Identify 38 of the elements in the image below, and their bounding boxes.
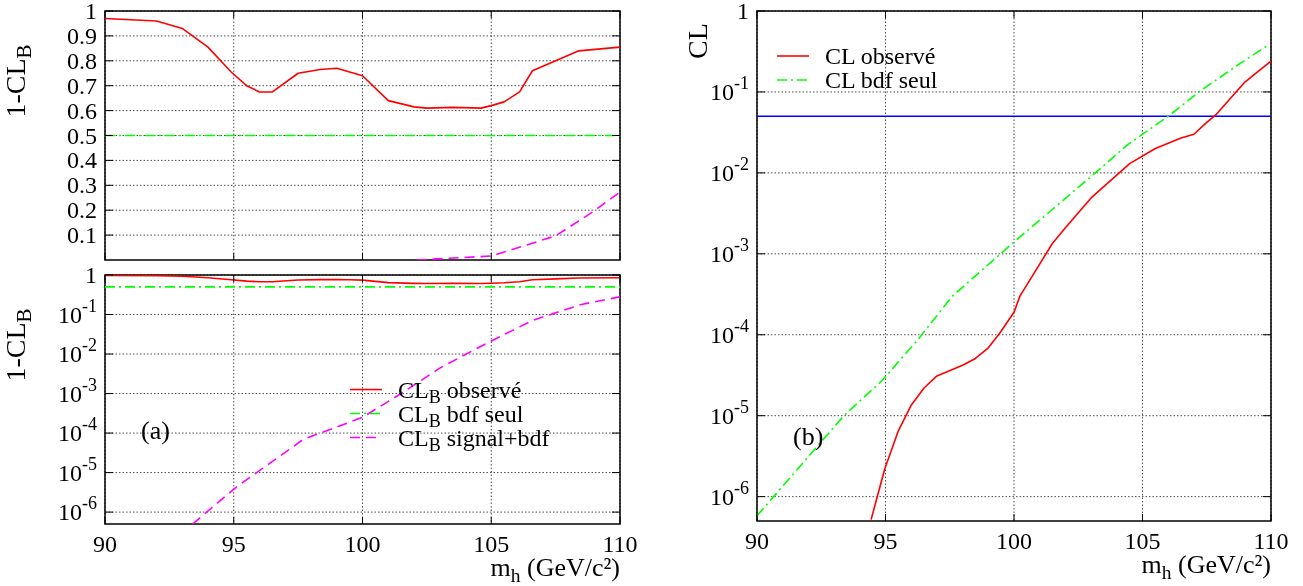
y-tick-label: 10$^{-3}$ xyxy=(710,235,749,267)
y-axis-title: CL xyxy=(682,23,713,59)
y-tick-label: 1 xyxy=(737,0,749,24)
y-tick-label: 10$^{-5}$ xyxy=(710,396,749,429)
x-tick-label: 90 xyxy=(93,531,117,557)
y-tick-label: 10$^{-4}$ xyxy=(58,414,97,447)
annotation: (a) xyxy=(141,416,170,446)
legend-label: CL bdf seul xyxy=(825,67,938,93)
y-tick-label: 0.6 xyxy=(67,97,97,124)
y-tick-label: 0.1 xyxy=(67,222,97,249)
y-tick-label: 0.8 xyxy=(67,47,97,74)
line-series xyxy=(105,17,620,109)
y-tick-label: 10$^{-6}$ xyxy=(710,477,749,510)
y-tick-label: 1 xyxy=(85,0,97,24)
x-tick-label: 95 xyxy=(221,531,246,557)
y-tick-label: 0.4 xyxy=(67,147,97,174)
y-tick-label: 1 xyxy=(85,262,97,288)
y-tick-label: 10$^{-6}$ xyxy=(58,493,97,526)
y-tick-label: 10$^{-2}$ xyxy=(58,335,97,368)
y-tick-label: 10$^{-3}$ xyxy=(58,374,97,407)
x-tick-label: 90 xyxy=(745,528,769,554)
y-tick-label: 10$^{-2}$ xyxy=(710,154,749,186)
legend-label: CL observé xyxy=(825,43,936,69)
y-tick-label: 0.7 xyxy=(67,72,97,99)
y-tick-label: 0.3 xyxy=(67,172,97,199)
x-tick-label: 95 xyxy=(873,528,898,554)
y-tick-label: 0.2 xyxy=(67,197,97,224)
y-tick-label: 10$^{-1}$ xyxy=(58,295,97,328)
annotation: (b) xyxy=(792,421,824,451)
x-tick-label: 100 xyxy=(996,528,1032,554)
line-series xyxy=(415,191,620,260)
line-series xyxy=(191,296,620,524)
y-tick-label: 10$^{-5}$ xyxy=(58,453,97,486)
y-tick-label: 0.9 xyxy=(67,22,97,49)
y-tick-label: 10$^{-4}$ xyxy=(710,315,749,348)
x-tick-label: 100 xyxy=(344,531,381,557)
y-tick-label: 10$^{-1}$ xyxy=(710,73,749,105)
y-tick-label: 0.5 xyxy=(67,122,97,149)
